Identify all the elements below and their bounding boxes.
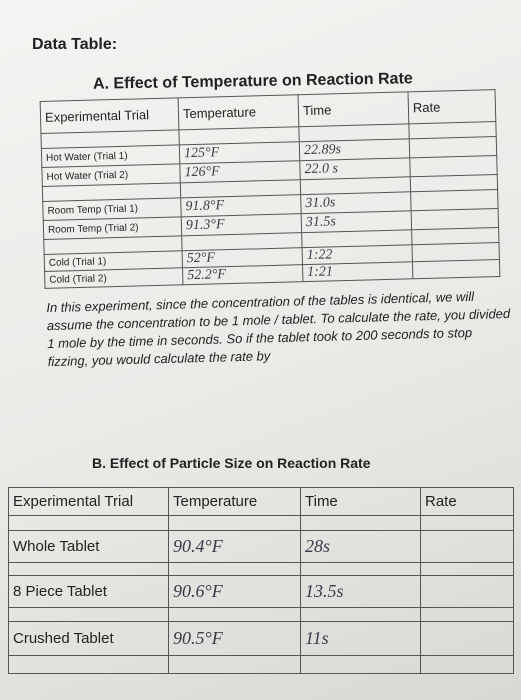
empty-cell [168,562,301,576]
cell: 13.5s [300,575,421,608]
heading: Data Table: [32,36,118,53]
empty-cell [420,607,514,622]
row-label: Crushed Tablet [8,621,169,656]
cell: 90.5°F [168,621,301,656]
header-cell: Time [300,487,421,516]
header-cell: Temperature [168,487,301,516]
section-title: B. Effect of Particle Size on Reaction R… [92,455,371,471]
row: 8 Piece Tablet 90.6°F 13.5s [8,575,514,608]
empty-cell [409,155,498,177]
empty-cell [8,515,169,531]
cell: 1:21 [302,261,413,282]
row: Whole Tablet 90.4°F 28s [8,530,514,563]
empty-cell [8,607,169,622]
row-label: 8 Piece Tablet [8,575,169,608]
cell: 52.2°F [182,264,303,285]
cell: 28s [300,530,421,563]
cell: 90.6°F [168,575,301,608]
empty-cell [409,136,497,158]
empty-cell [420,621,514,656]
empty-cell [412,259,500,279]
empty-cell [300,562,421,576]
empty-cell [420,562,514,576]
empty-cell [420,530,514,563]
empty-cell [168,655,301,674]
header-cell: Time [298,91,409,127]
spacer-row [8,562,514,576]
row-label: Whole Tablet [8,530,169,563]
spacer-row [8,655,514,674]
table: Experimental Trial Temperature Time Rate Who… [8,487,514,674]
empty-cell [420,575,514,608]
row: Crushed Tablet 90.5°F 11s [8,621,514,656]
empty-cell [300,655,421,674]
row-label: Cold (Trial 2) [44,267,183,289]
empty-cell [8,562,169,576]
spacer-row [8,515,514,531]
empty-cell [411,208,499,230]
section-title: A. Effect of Temperature on Reaction Rat… [92,70,413,93]
empty-cell [420,515,514,531]
table: Experimental Trial Temperature Time Rate Hot… [40,89,501,289]
header-cell: Experimental Trial [8,487,169,516]
empty-cell [300,515,421,531]
header-cell: Experimental Trial [40,97,179,134]
empty-cell [410,189,499,211]
empty-cell [420,655,514,674]
header-row: Experimental Trial Temperature Time Rate [8,487,514,516]
cell: 11s [300,621,421,656]
empty-cell [300,607,421,622]
spacer-row [8,607,514,622]
paragraph: In this experiment, since the concentrat… [46,288,511,370]
empty-cell [168,607,301,622]
header-cell: Rate [408,89,496,124]
header-cell: Temperature [178,94,299,130]
header-cell: Rate [420,487,514,516]
empty-cell [8,655,169,674]
cell: 90.4°F [168,530,301,563]
empty-cell [168,515,301,531]
